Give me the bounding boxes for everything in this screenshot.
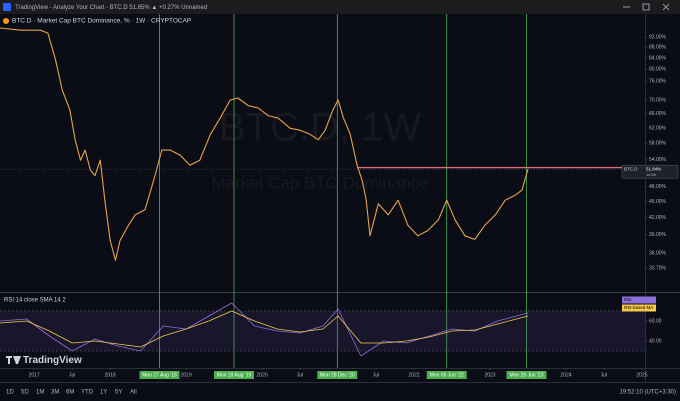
chart-legend: BTC.D · Market Cap BTC Dominance, % · 1W… [12, 18, 191, 25]
price-badge-value: 51.84% [646, 166, 661, 171]
y-tick-label: 92.00% [649, 34, 667, 40]
x-tick-label: Jul [297, 372, 303, 378]
marker-label: Mon 27 Aug '18 [142, 372, 177, 378]
range-button[interactable]: 1D [6, 390, 14, 396]
window-controls[interactable] [623, 3, 670, 11]
x-tick-label: 2025 [636, 372, 647, 378]
marker-label-bg [506, 371, 547, 379]
y-tick-label: 76.00% [649, 78, 667, 84]
y-tick-label: 70.00% [649, 97, 667, 103]
range-button[interactable]: 5D [21, 390, 29, 396]
range-button[interactable]: 3M [51, 390, 59, 396]
x-tick-label: 2018 [105, 372, 116, 378]
y-tick-label: 84.00% [649, 55, 667, 61]
y-tick-label: 36.00% [649, 250, 667, 256]
marker-label: Mon 06 Jun '22 [430, 372, 464, 378]
y-tick-label: 66.00% [649, 111, 667, 117]
y-tick-label: 39.00% [649, 232, 667, 238]
marker-label: Mon 19 Aug '19 [217, 372, 252, 378]
price-badge-countdown: 1d 8h [646, 172, 656, 177]
x-tick-label: 2024 [560, 372, 571, 378]
close[interactable] [662, 3, 670, 11]
marker-label: Mon 26 Jun '23 [509, 372, 543, 378]
rsi-band [0, 311, 645, 351]
marker-label-bg [213, 371, 254, 379]
marker-label: Mon 28 Dec '20 [320, 372, 355, 378]
x-tick-label: Jul [69, 372, 75, 378]
marker-label-bg [426, 371, 467, 379]
chart-layer: BTC.D, 1W Market Cap BTC Dominance 92.00% 8… [0, 14, 679, 396]
range-button[interactable]: All [130, 390, 137, 396]
x-tick-label: 2020 [257, 372, 268, 378]
logo-mark [6, 356, 21, 364]
y-tick-label: 80.00% [649, 67, 667, 73]
y-tick-label: 88.00% [649, 45, 667, 51]
series-badge [622, 304, 656, 312]
x-tick-label: 2019 [181, 372, 192, 378]
watermark: Market Cap BTC Dominance [211, 173, 428, 192]
logo-text: TradingView [23, 355, 82, 366]
marker-label-bg [139, 371, 180, 379]
y-tick-label: 48.00% [649, 184, 667, 190]
watermark: BTC.D, 1W [219, 106, 421, 150]
y-tick-label: 62.00% [649, 125, 667, 131]
price-badge [621, 164, 679, 179]
x-tick-label: 2022 [408, 372, 419, 378]
y-tick-label: 60.00 [649, 318, 662, 324]
series-line [0, 27, 529, 261]
pane-legend: RSI 14 close SMA 14 2 [4, 298, 66, 304]
x-tick-label: 2017 [29, 372, 40, 378]
y-tick-label: 54.00% [649, 157, 667, 163]
clock: 19:52:10 (UTC+3:30) [619, 390, 676, 396]
range-button[interactable]: 5Y [115, 390, 122, 396]
x-tick-label: 2023 [484, 372, 495, 378]
price-badge-symbol: BTC.D [624, 166, 638, 171]
y-tick-label: 45.00% [649, 199, 667, 205]
series-badge-label: RSI [624, 297, 632, 302]
maximize[interactable] [642, 3, 650, 11]
range-button[interactable]: 1M [36, 390, 44, 396]
series-badge [622, 296, 656, 304]
symbol-icon [3, 18, 9, 24]
series-badge-label: RSI-based MA [624, 305, 653, 310]
x-tick-label: Jul [373, 372, 379, 378]
title-bar [0, 0, 680, 14]
range-button[interactable]: YTD [81, 390, 94, 396]
app-icon [3, 3, 11, 11]
range-button[interactable]: 6M [66, 390, 74, 396]
series-line [0, 310, 529, 348]
range-button[interactable]: 1Y [100, 390, 107, 396]
window-title: TradingView - Analyze Your Chart - BTC.D… [15, 5, 207, 11]
marker-label-bg [317, 371, 358, 379]
y-tick-label: 42.00% [649, 215, 667, 221]
y-tick-label: 58.00% [649, 141, 667, 147]
bottom-toolbar [0, 382, 680, 401]
x-tick-label: Jul [601, 372, 607, 378]
y-tick-label: 33.70% [649, 266, 667, 272]
y-tick-label: 40.00 [649, 338, 662, 344]
